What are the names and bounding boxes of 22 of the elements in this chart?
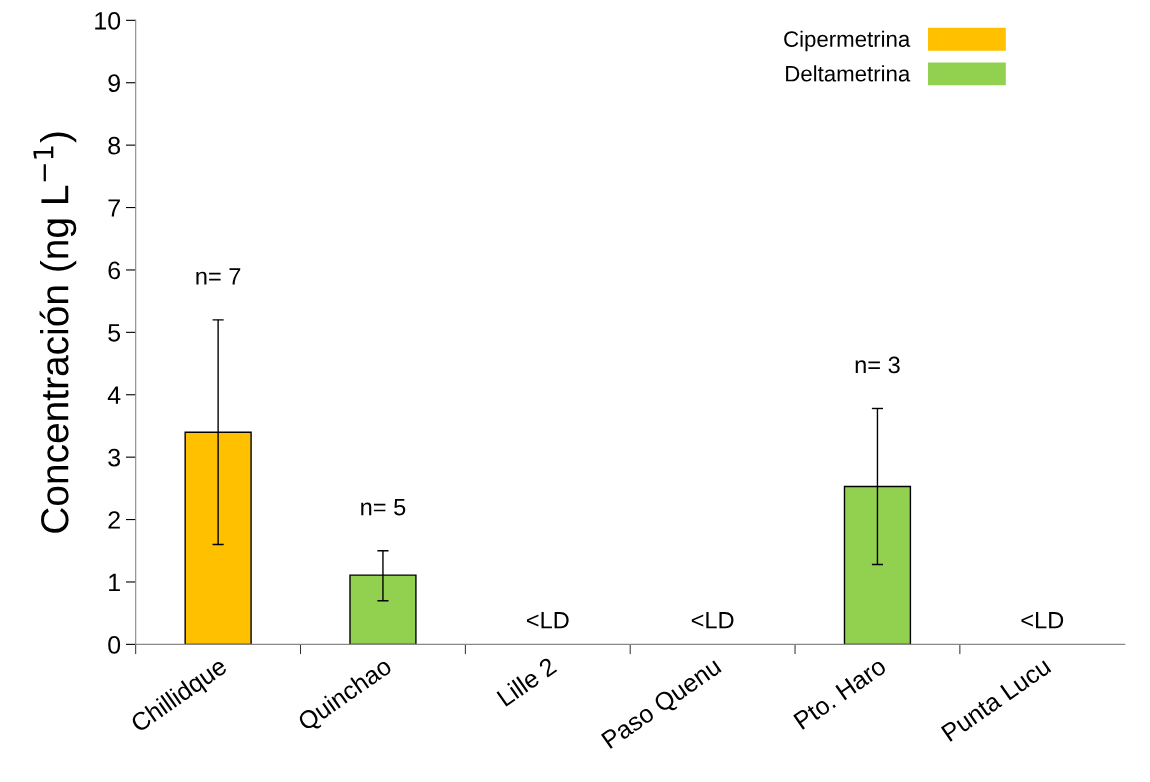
y-tick-label: 1: [109, 573, 120, 592]
y-tick-label: 4: [107, 386, 121, 404]
legend-label: Deltametrina: [786, 65, 911, 82]
y-tick-label: 3: [108, 448, 121, 467]
y-tick-label: 6: [108, 261, 121, 280]
annotation: n= 7: [196, 268, 241, 285]
y-tick-label: 2: [108, 511, 120, 529]
y-tick-label: 5: [108, 324, 121, 342]
y-tick-label: 10: [95, 11, 121, 30]
y-axis-title: Concentración (ng L$^{−1}$): [33, 132, 77, 533]
annotation: <LD: [1021, 612, 1064, 629]
annotation: <LD: [691, 612, 734, 629]
x-tick-label: Pto. Haro: [793, 656, 888, 730]
annotation: <LD: [526, 612, 569, 629]
legend-label: Cipermetrina: [784, 30, 911, 52]
y-tick-label: 8: [108, 136, 121, 155]
y-tick-label: 0: [108, 635, 121, 654]
y-tick-label: 7: [108, 199, 120, 217]
annotation: n= 5: [361, 499, 406, 516]
x-tick-label: Lille 2: [495, 656, 558, 707]
y-tick-label: 9: [108, 74, 120, 93]
annotation: n= 3: [855, 356, 900, 374]
